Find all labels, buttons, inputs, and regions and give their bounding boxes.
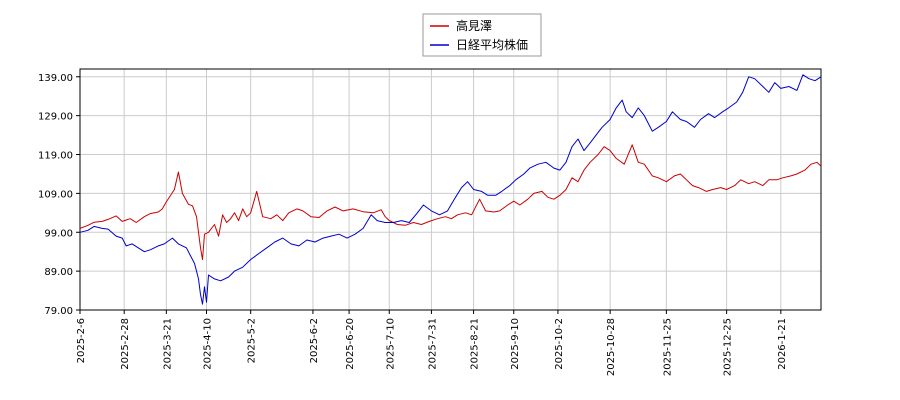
x-tick-label: 2025-3-21 [162,318,173,370]
axes: 79.00 89.00 99.00 109.00 119.00 129.00 139.00 2… [38,68,822,376]
y-tick-label: 79.00 [44,306,73,317]
x-tick-label: 2025-2-6 [76,318,87,363]
x-tick-label: 2025-10-2 [554,318,565,370]
x-tick-label: 2025-2-28 [120,318,131,370]
y-tick-label: 89.00 [44,267,73,278]
legend: 高見澤 日経平均株価 [422,13,542,57]
x-tick-label: 2025-12-25 [723,318,734,376]
legend-label-series-0: 高見澤 [456,18,492,33]
x-tick-label: 2025-9-10 [510,318,521,370]
x-tick-label: 2025-5-2 [247,318,258,363]
x-tick-label: 2025-7-31 [427,318,438,370]
y-tick-label: 109.00 [38,189,73,200]
x-tick-label: 2025-6-2 [309,318,320,363]
x-tick-label: 2025-11-25 [662,318,673,376]
series-line-1 [79,74,822,305]
x-tick-label: 2025-10-28 [606,318,617,376]
y-tick-label: 99.00 [44,228,73,239]
x-tick-label: 2025-6-20 [345,318,356,370]
x-tick-label: 2026-1-21 [777,318,788,370]
grid [79,69,821,311]
x-tick-label: 2025-8-21 [470,318,481,370]
y-tick-label: 129.00 [38,112,73,123]
series-lines [79,74,822,305]
x-tick-label: 2025-4-10 [203,318,214,370]
series-line-0 [79,144,822,260]
legend-box [422,13,542,57]
y-tick-label: 139.00 [38,73,73,84]
x-tick-label: 2025-7-10 [385,318,396,370]
plot-frame [79,68,822,311]
legend-label-series-1: 日経平均株価 [456,37,528,52]
y-tick-label: 119.00 [38,151,73,162]
